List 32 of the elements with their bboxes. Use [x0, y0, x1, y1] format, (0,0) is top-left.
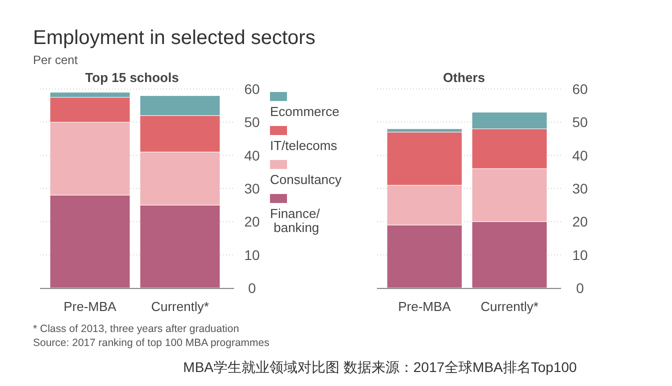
- y-tick-label: 50: [244, 114, 260, 130]
- chart-title: Employment in selected sectors: [33, 27, 316, 49]
- legend-item: Finance/ banking: [270, 194, 320, 235]
- legend-item: Consultancy: [270, 160, 342, 187]
- y-tick-label: 30: [244, 180, 260, 196]
- y-tick-label: 30: [572, 180, 588, 196]
- y-axis-title: Per cent: [33, 53, 78, 67]
- x-tick-label: Pre-MBA: [398, 299, 452, 314]
- legend-item: Ecommerce: [270, 92, 340, 119]
- y-tick-label: 20: [572, 214, 588, 230]
- y-tick-label: 0: [576, 280, 584, 296]
- legend-label: Ecommerce: [270, 104, 340, 119]
- y-tick-label: 40: [244, 147, 260, 164]
- y-tick-label: 0: [248, 280, 256, 296]
- x-tick-label: Currently*: [480, 299, 538, 314]
- legend-item: IT/telecoms: [270, 126, 338, 153]
- y-tick-label: 10: [572, 246, 588, 263]
- y-tick-label: 60: [244, 81, 260, 97]
- y-tick-label: 60: [572, 81, 588, 97]
- y-tick-label: 50: [572, 114, 588, 130]
- text: * Class of 2013, three years after graduation: [33, 323, 240, 335]
- chart-subtitle: Top 15 schools: [85, 70, 179, 85]
- x-tick-label: Currently*: [151, 299, 209, 314]
- legend-label: IT/telecoms: [270, 138, 338, 153]
- text: MBA学生就业领域对比图 数据来源：2017全球MBA排名Top100: [183, 359, 578, 375]
- y-tick-label: 10: [244, 246, 260, 263]
- chart-subtitle: Others: [443, 70, 485, 85]
- x-tick-label: Pre-MBA: [64, 299, 117, 314]
- y-tick-label: 20: [244, 214, 260, 230]
- legend-label: Consultancy: [270, 172, 342, 187]
- source-note: Source: 2017 ranking of top 100 MBA programmes: [33, 337, 270, 349]
- y-tick-label: 40: [572, 147, 588, 164]
